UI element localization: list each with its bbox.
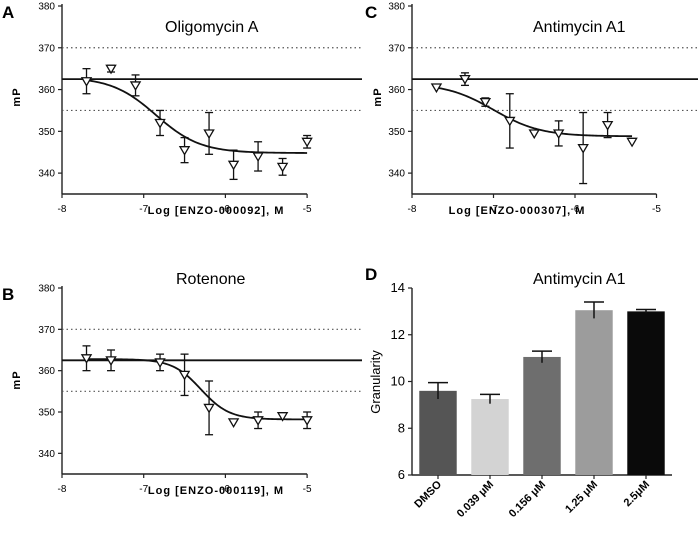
- y-tick-label: 360: [38, 366, 55, 377]
- data-point-triangle: [601, 120, 614, 131]
- y-axis-label: mP: [11, 370, 23, 389]
- data-point-triangle: [178, 370, 191, 381]
- x-category-label: 2.5μM: [622, 479, 653, 510]
- bar: [575, 310, 613, 475]
- y-tick-label: 10: [391, 374, 405, 389]
- x-category-label: DMSO: [412, 478, 444, 510]
- y-axis-label: mP: [372, 87, 384, 106]
- data-point-triangle: [479, 97, 492, 108]
- data-point-triangle: [203, 129, 215, 140]
- x-category-label: 0.039 μM: [455, 479, 496, 520]
- panel-letter: C: [365, 3, 377, 22]
- data-point-triangle: [430, 83, 443, 94]
- x-tick-label: -6: [221, 204, 230, 215]
- chart-panel-d: D Antimycin A1 6 8 10 12 14 Granularity DMSO 0.03…: [365, 265, 672, 520]
- data-point-triangle: [227, 418, 240, 428]
- y-tick-label: 6: [398, 467, 405, 482]
- data-point-triangle: [552, 129, 565, 140]
- y-tick-label: 340: [38, 169, 55, 180]
- data-point-triangle: [80, 354, 93, 364]
- y-tick-label: 8: [398, 420, 405, 435]
- y-tick-label: 370: [388, 43, 405, 54]
- x-tick-label: -7: [489, 204, 498, 215]
- data-point-triangle: [227, 160, 240, 171]
- fit-curve: [436, 86, 633, 138]
- y-axis-label: Granularity: [368, 350, 383, 414]
- x-tick-label: -6: [571, 204, 580, 215]
- x-axis-label: Log [ENZO-000119], M: [148, 485, 284, 497]
- data-point-triangle: [276, 162, 289, 173]
- x-tick-label: -6: [221, 484, 230, 495]
- data-point-triangle: [301, 137, 313, 148]
- x-tick-label: -5: [303, 484, 312, 495]
- x-tick-label: -8: [58, 484, 67, 495]
- y-tick-label: 340: [388, 169, 405, 180]
- chart-title: Rotenone: [176, 271, 245, 288]
- chart-panel-c: C Antimycin A1 340 350 360 370 380 -8 -7 -6 -5 mP Lo…: [365, 2, 698, 217]
- bar: [523, 356, 561, 475]
- data-point-triangle: [129, 81, 142, 92]
- data-point-triangle: [252, 152, 264, 163]
- x-tick-label: -8: [58, 204, 67, 215]
- y-tick-label: 370: [38, 325, 55, 336]
- y-tick-label: 350: [388, 127, 405, 138]
- chart-title: Antimycin A1: [533, 271, 626, 288]
- data-point-triangle: [105, 64, 117, 75]
- panel-letter: B: [2, 285, 14, 304]
- data-point-triangle: [276, 412, 289, 422]
- x-tick-label: -5: [303, 204, 312, 215]
- data-point-triangle: [252, 416, 264, 426]
- data-point-triangle: [105, 356, 117, 366]
- x-tick-label: -8: [408, 204, 417, 215]
- panel-letter: A: [2, 3, 14, 22]
- y-tick-label: 360: [388, 85, 405, 96]
- y-tick-label: 380: [38, 2, 55, 13]
- x-tick-label: -7: [139, 484, 148, 495]
- x-category-label: 0.156 μM: [507, 479, 548, 520]
- data-point-triangle: [80, 77, 93, 87]
- data-point-triangle: [203, 403, 215, 414]
- chart-panel-b: B Rotenone 340 350 360 370 380 -8 -7 -6 -5 mP Log [E…: [2, 271, 362, 497]
- panel-letter: D: [365, 265, 377, 284]
- data-point-triangle: [154, 118, 166, 129]
- y-tick-label: 380: [388, 2, 405, 13]
- data-point-triangle: [178, 146, 191, 156]
- x-axis-label: Log [ENZO-000092], M: [148, 205, 285, 217]
- data-point-triangle: [154, 358, 166, 369]
- x-category-label: 1.25 μM: [563, 479, 600, 516]
- data-point-triangle: [301, 416, 313, 426]
- fit-curve: [86, 358, 308, 421]
- fit-curve: [86, 79, 308, 154]
- chart-panel-a: A Oligomycin A 340 350 360 370 380 -8 -7 -6 -5 mP Lo…: [2, 2, 362, 217]
- x-tick-label: -7: [139, 204, 148, 215]
- x-axis-label: Log [ENZO-000307], M: [449, 205, 586, 217]
- y-tick-label: 350: [38, 127, 55, 138]
- bar: [627, 311, 665, 475]
- chart-title: Antimycin A1: [533, 19, 626, 36]
- x-tick-label: -5: [652, 204, 661, 215]
- y-tick-label: 12: [391, 327, 405, 342]
- y-tick-label: 360: [38, 85, 55, 96]
- bar: [471, 399, 509, 475]
- chart-title: Oligomycin A: [165, 19, 259, 36]
- data-point-triangle: [504, 116, 516, 127]
- y-axis-label: mP: [11, 87, 23, 106]
- data-point-triangle: [626, 137, 638, 148]
- y-tick-label: 14: [391, 280, 405, 295]
- data-point-triangle: [528, 129, 540, 140]
- data-point-triangle: [459, 75, 471, 85]
- y-tick-label: 380: [38, 284, 55, 295]
- bar: [419, 390, 457, 475]
- y-tick-label: 350: [38, 408, 55, 419]
- y-tick-label: 370: [38, 43, 55, 54]
- y-tick-label: 340: [38, 449, 55, 460]
- data-point-triangle: [577, 143, 589, 154]
